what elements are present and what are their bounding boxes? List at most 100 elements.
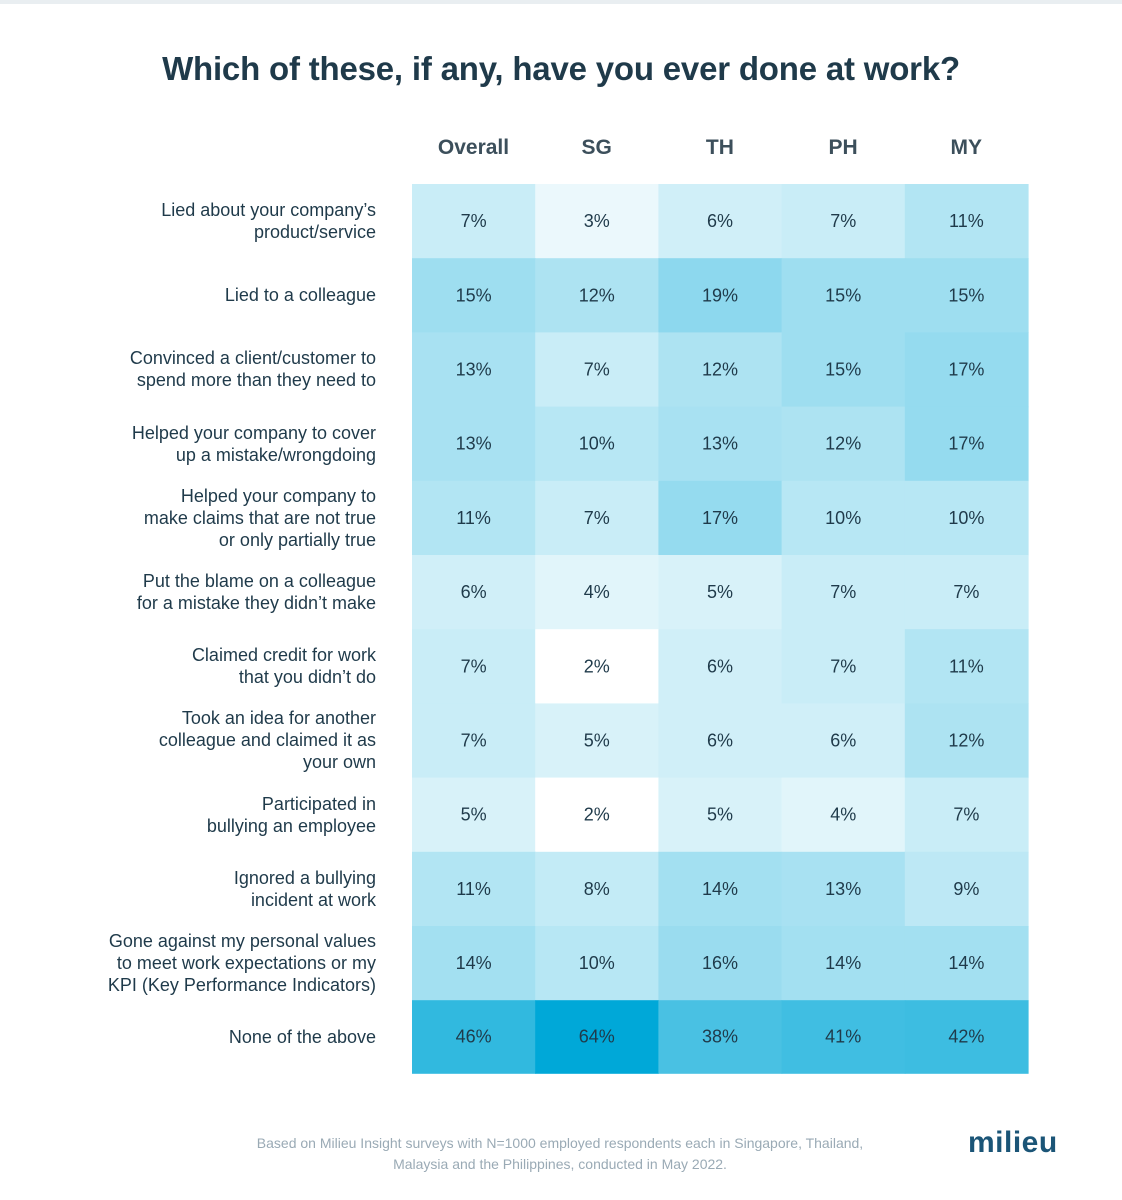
- row-label: Took an idea for another colleague and cl…: [20, 703, 376, 777]
- heatmap-cell: [535, 629, 659, 704]
- heatmap-cell: [412, 184, 536, 259]
- column-header-ph: PH: [828, 136, 858, 159]
- heatmap-cell: [904, 406, 1029, 482]
- cell-value-label: 5%: [461, 805, 487, 825]
- heatmap-cell: [904, 703, 1029, 779]
- cell-value-label: 7%: [584, 508, 610, 528]
- cell-value-label: 12%: [948, 731, 984, 751]
- row-label: Claimed credit for work that you didn’t d…: [20, 629, 376, 703]
- cell-value-label: 8%: [584, 879, 610, 899]
- row-label: Gone against my personal values to meet w…: [20, 926, 376, 1000]
- cell-value-label: 7%: [584, 360, 610, 380]
- cell-value-label: 7%: [953, 805, 979, 825]
- heatmap-cell: [781, 926, 906, 1001]
- row-label-line: or only partially true: [218, 529, 376, 550]
- row-label-line: Lied to a colleague: [224, 285, 376, 306]
- heatmap-cell: [781, 555, 906, 630]
- heatmap-cell: [412, 926, 536, 1001]
- column-header-th: TH: [705, 136, 734, 159]
- row-label-line: Convinced a client/customer to: [129, 348, 376, 369]
- cell-value-label: 5%: [707, 582, 733, 602]
- heatmap-cell: [412, 1000, 536, 1074]
- heatmap-cell: [904, 629, 1029, 704]
- row-label-line: None of the above: [228, 1026, 376, 1047]
- row-label-line: Helped your company to: [180, 485, 376, 506]
- row-label-line: Participated in: [261, 793, 376, 814]
- row-label-line: colleague and claimed it as: [158, 730, 376, 751]
- row-label-line: to meet work expectations or my: [116, 953, 376, 974]
- heatmap-cell: [535, 555, 659, 630]
- heatmap-cell: [904, 777, 1029, 853]
- cell-value-label: 15%: [825, 360, 861, 380]
- cell-value-label: 5%: [584, 731, 610, 751]
- row-label-line: Took an idea for another: [181, 708, 376, 729]
- cell-value-label: 13%: [825, 879, 861, 899]
- column-header-sg: SG: [581, 136, 612, 159]
- heatmap-cell: [658, 777, 783, 853]
- heatmap-cell: [781, 258, 906, 333]
- column-header-overall: Overall: [437, 136, 510, 159]
- cell-value-label: 2%: [584, 805, 610, 825]
- cell-value-label: 12%: [825, 434, 861, 454]
- row-label: Lied about your company’s product/service: [20, 184, 376, 258]
- cell-value-label: 12%: [579, 285, 615, 305]
- cell-value-label: 17%: [702, 508, 738, 528]
- cell-value-label: 64%: [579, 1027, 615, 1047]
- row-label-line: spend more than they need to: [136, 370, 376, 391]
- heatmap-cell: [412, 851, 536, 927]
- heatmap-cell: [412, 332, 536, 408]
- footnote-line-1: Based on Milieu Insight surveys with N=1…: [256, 1135, 864, 1151]
- cell-value-label: 17%: [948, 434, 984, 454]
- cell-value-label: 14%: [456, 953, 492, 973]
- heatmap-cell: [535, 406, 659, 482]
- heatmap-cell: [412, 480, 536, 556]
- cell-value-label: 11%: [949, 211, 984, 231]
- cell-value-label: 46%: [456, 1027, 492, 1047]
- cell-value-label: 5%: [707, 805, 733, 825]
- row-label-line: Gone against my personal values: [108, 931, 376, 952]
- cell-value-label: 11%: [949, 656, 984, 676]
- heatmap-cell: [781, 851, 906, 927]
- cell-value-label: 12%: [702, 360, 738, 380]
- row-label-line: that you didn’t do: [238, 667, 376, 688]
- row-label-line: product/service: [253, 222, 376, 243]
- cell-value-label: 7%: [461, 731, 487, 751]
- row-label-line: Put the blame on a colleague: [142, 571, 376, 592]
- footnote: Based on Milieu Insight surveys with N=1…: [190, 1133, 930, 1175]
- heatmap-cell: [412, 258, 536, 333]
- cell-value-label: 14%: [825, 953, 861, 973]
- row-label-line: Ignored a bullying: [233, 867, 376, 888]
- heatmap-cell: [904, 851, 1029, 927]
- heatmap-cell: [535, 480, 659, 556]
- row-label: Helped your company to make claims that a…: [20, 481, 376, 555]
- row-label-line: make claims that are not true: [143, 507, 376, 528]
- heatmap-cell: [412, 703, 536, 779]
- heatmap-cell: [781, 703, 906, 779]
- cell-value-label: 11%: [456, 508, 491, 528]
- cell-value-label: 7%: [830, 656, 856, 676]
- heatmap-cell: [535, 926, 659, 1001]
- cell-value-label: 15%: [825, 285, 861, 305]
- heatmap-cell: [535, 1000, 659, 1074]
- heatmap-cell: [781, 406, 906, 482]
- heatmap-cell: [658, 555, 783, 630]
- cell-value-label: 13%: [702, 434, 738, 454]
- cell-value-label: 19%: [702, 285, 738, 305]
- row-label-line: up a mistake/wrongdoing: [175, 444, 376, 465]
- cell-value-label: 7%: [830, 582, 856, 602]
- heatmap-cell: [658, 629, 783, 704]
- cell-value-label: 42%: [948, 1027, 984, 1047]
- cell-value-label: 6%: [707, 731, 733, 751]
- heatmap-cell: [658, 851, 783, 927]
- footnote-line-2: Malaysia and the Philippines, conducted …: [393, 1156, 727, 1172]
- cell-value-label: 4%: [584, 582, 610, 602]
- cell-value-label: 10%: [579, 953, 615, 973]
- heatmap-cell: [904, 1000, 1029, 1074]
- heatmap-cell: [781, 332, 906, 408]
- cell-value-label: 14%: [948, 953, 984, 973]
- cell-value-label: 15%: [948, 285, 984, 305]
- heatmap-cell: [781, 1000, 906, 1074]
- heatmap-cell: [658, 703, 783, 779]
- row-label-line: your own: [302, 752, 376, 773]
